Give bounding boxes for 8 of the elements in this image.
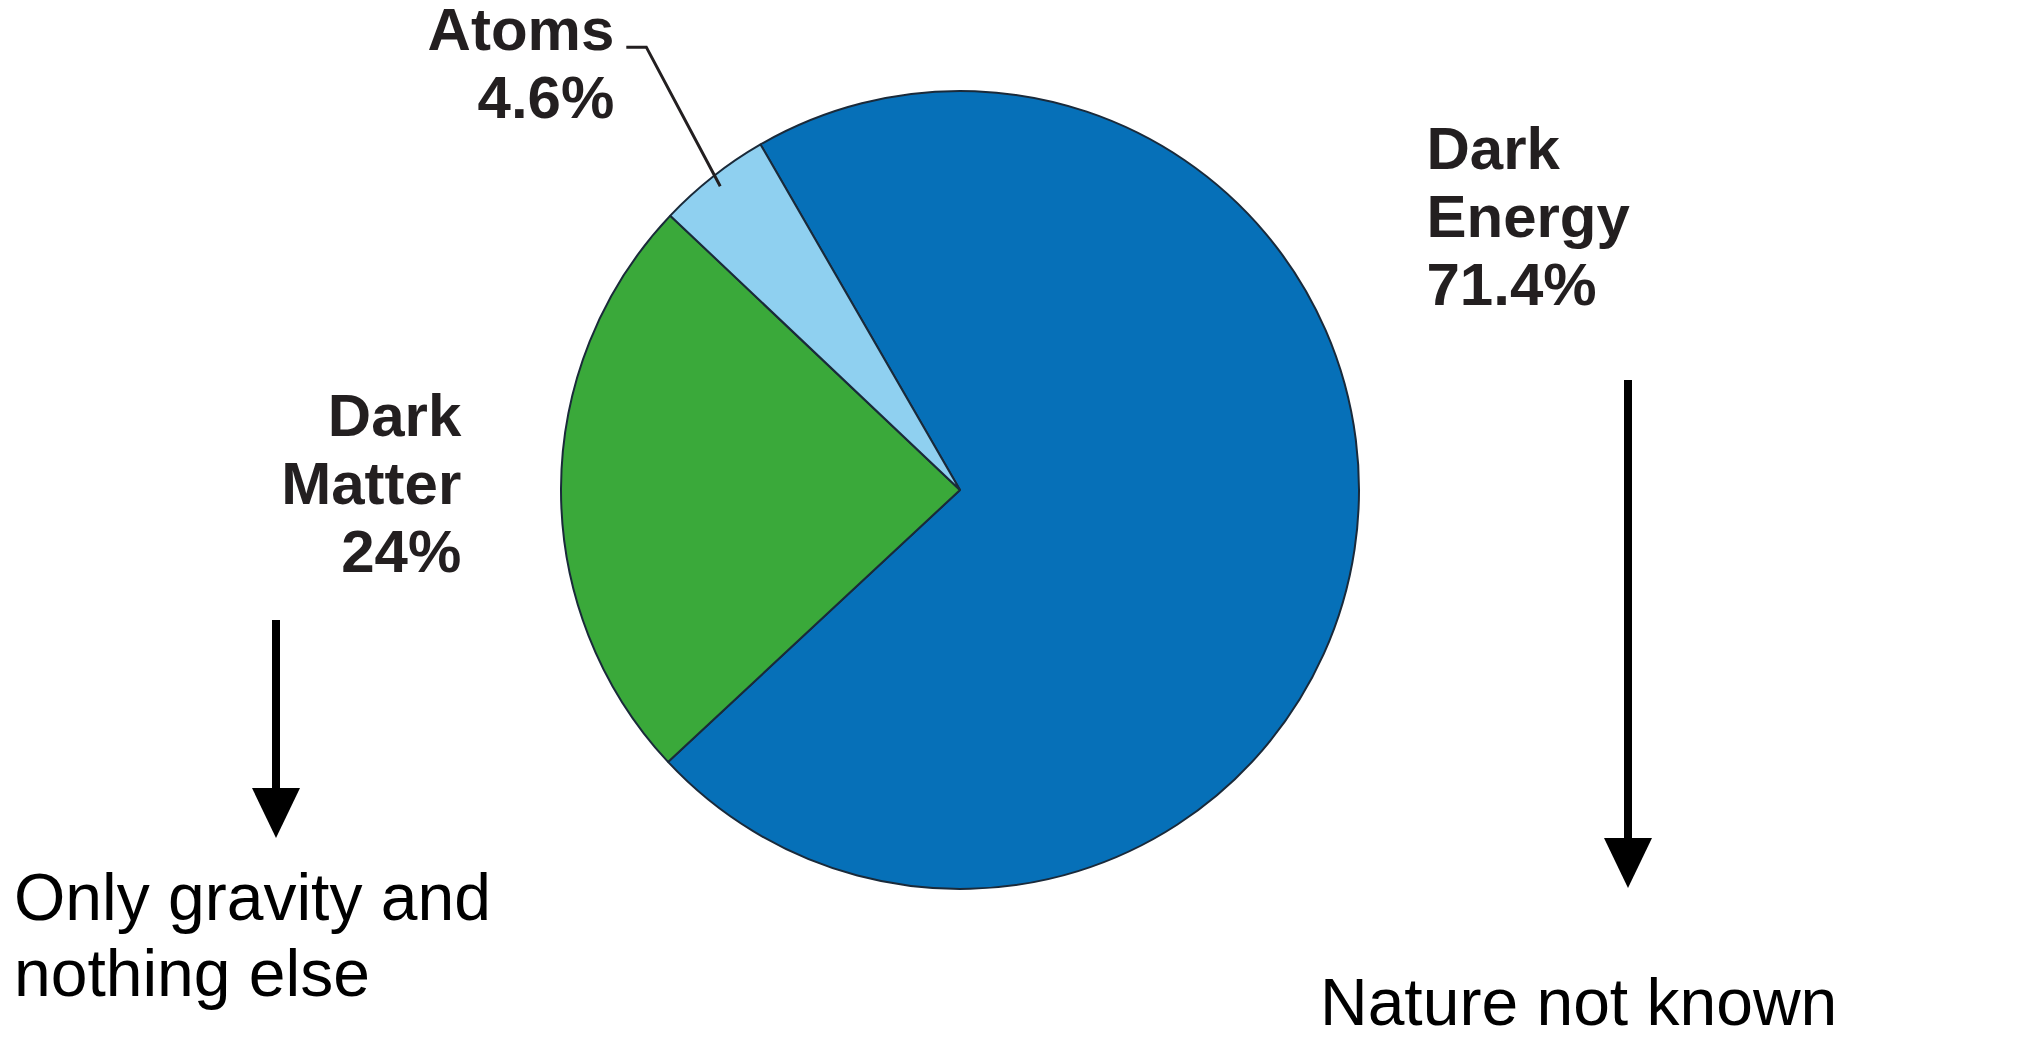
slice-label: Dark Matter xyxy=(281,382,462,518)
text: Nature not known xyxy=(1320,965,1839,1041)
text: Only gravity and nothing else xyxy=(14,860,492,1012)
data-label: 4.6% xyxy=(477,63,615,131)
slice-label: Atoms xyxy=(427,0,615,63)
data-label: 71.4% xyxy=(1426,251,1597,319)
slice-label: Dark Energy xyxy=(1426,115,1631,251)
data-label: 24% xyxy=(341,518,462,586)
